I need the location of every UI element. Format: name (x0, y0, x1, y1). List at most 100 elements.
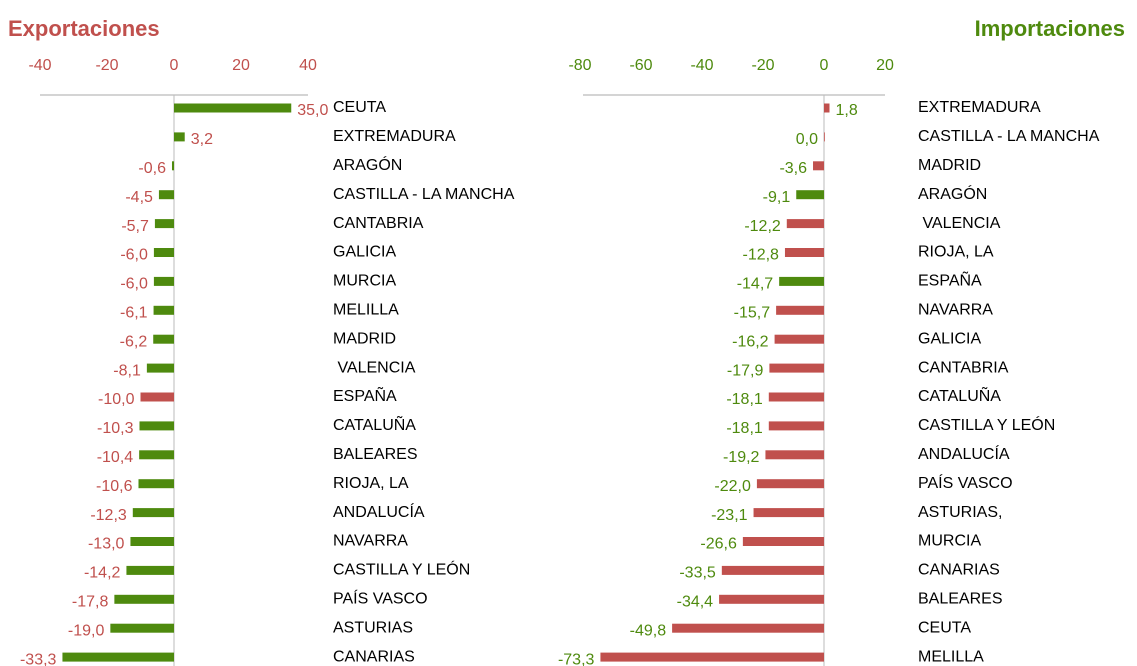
category-label: ESPAÑA (333, 385, 397, 405)
value-label: -19,0 (68, 622, 105, 639)
bar (139, 450, 174, 460)
bar (174, 103, 292, 113)
category-label: ASTURIAS, (918, 504, 1002, 521)
x-tick-label: -60 (629, 57, 652, 74)
category-label: ANDALUCÍA (333, 502, 425, 521)
category-label: ARAGÓN (918, 184, 987, 203)
bar (776, 305, 824, 315)
x-tick-label: -40 (28, 57, 51, 74)
bar (768, 392, 824, 402)
value-label: -10,0 (98, 391, 135, 408)
x-tick-label: -40 (690, 57, 713, 74)
chart-title: Importaciones (975, 16, 1125, 41)
bar (721, 565, 824, 575)
value-label: 35,0 (297, 102, 328, 119)
category-label: CASTILLA Y LEÓN (333, 560, 470, 579)
category-label: VALENCIA (918, 215, 1001, 232)
bar (824, 103, 830, 113)
bar (153, 334, 174, 344)
value-label: 1,8 (835, 102, 857, 119)
value-label: -18,1 (726, 420, 763, 437)
value-label: -49,8 (630, 622, 667, 639)
bar (110, 623, 174, 633)
bar (139, 421, 174, 431)
category-label: CANTABRIA (333, 215, 424, 232)
category-label: EXTREMADURA (333, 128, 456, 145)
category-label: GALICIA (918, 330, 981, 347)
value-label: -23,1 (711, 507, 748, 524)
bar (784, 248, 824, 257)
category-label: BALEARES (333, 446, 417, 463)
bar (768, 421, 824, 431)
value-label: -3,6 (779, 160, 807, 177)
bar (824, 132, 825, 142)
category-label: EXTREMADURA (918, 99, 1041, 116)
bar (796, 190, 824, 200)
bar (138, 479, 174, 489)
value-label: -73,3 (558, 651, 595, 666)
category-label: MELILLA (333, 302, 399, 319)
category-label: MADRID (333, 330, 396, 347)
value-label: -0,6 (138, 160, 166, 177)
bar (813, 161, 824, 171)
value-label: -6,0 (120, 276, 148, 293)
category-label: CANARIAS (918, 562, 1000, 579)
value-label: -5,7 (121, 218, 149, 235)
bar (171, 161, 174, 171)
category-label: VALENCIA (333, 359, 416, 376)
bar (153, 248, 174, 257)
value-label: -17,8 (72, 594, 109, 611)
value-label: -16,2 (732, 333, 769, 350)
category-label: NAVARRA (918, 302, 993, 319)
value-label: -19,2 (723, 449, 760, 466)
bar (130, 537, 174, 546)
value-label: -6,1 (120, 305, 148, 322)
category-label: PAÍS VASCO (918, 473, 1013, 492)
value-label: -6,2 (120, 333, 148, 350)
category-label: CASTILLA Y LEÓN (918, 415, 1055, 434)
bar (600, 652, 824, 662)
category-label: CEUTA (918, 619, 971, 636)
value-label: -14,7 (737, 276, 774, 293)
category-label: ANDALUCÍA (918, 444, 1010, 463)
value-label: -8,1 (113, 362, 141, 379)
value-label: -10,3 (97, 420, 134, 437)
category-label: CANTABRIA (918, 359, 1009, 376)
category-label: CATALUÑA (918, 385, 1001, 405)
value-label: -13,0 (88, 536, 125, 553)
bar (756, 479, 824, 489)
value-label: -4,5 (125, 189, 153, 206)
category-label: ASTURIAS (333, 619, 413, 636)
x-tick-label: -20 (751, 57, 774, 74)
value-label: -6,0 (120, 247, 148, 264)
bar (786, 219, 824, 229)
bar (774, 334, 824, 344)
bar (158, 190, 174, 200)
x-tick-label: 20 (232, 57, 250, 74)
category-label: CANARIAS (333, 648, 415, 665)
bar (753, 508, 824, 518)
category-label: RIOJA, LA (918, 244, 994, 261)
bar (140, 392, 174, 402)
bar (174, 132, 185, 142)
value-label: -33,5 (679, 565, 716, 582)
category-label: MELILLA (918, 648, 984, 665)
category-label: NAVARRA (333, 533, 408, 550)
value-label: -33,3 (20, 651, 57, 666)
value-label: -12,3 (90, 507, 127, 524)
x-tick-label: -20 (95, 57, 118, 74)
category-label: MURCIA (918, 533, 981, 550)
value-label: -14,2 (84, 565, 121, 582)
bar (769, 363, 824, 373)
bar (719, 594, 824, 604)
bar (146, 363, 174, 373)
category-label: CEUTA (333, 99, 386, 116)
value-label: -34,4 (677, 594, 714, 611)
value-label: -22,0 (714, 478, 751, 495)
value-label: -18,1 (726, 391, 763, 408)
category-label: MADRID (918, 157, 981, 174)
value-label: -26,6 (700, 536, 737, 553)
value-label: 0,0 (796, 131, 818, 148)
category-label: CASTILLA - LA MANCHA (918, 128, 1100, 145)
